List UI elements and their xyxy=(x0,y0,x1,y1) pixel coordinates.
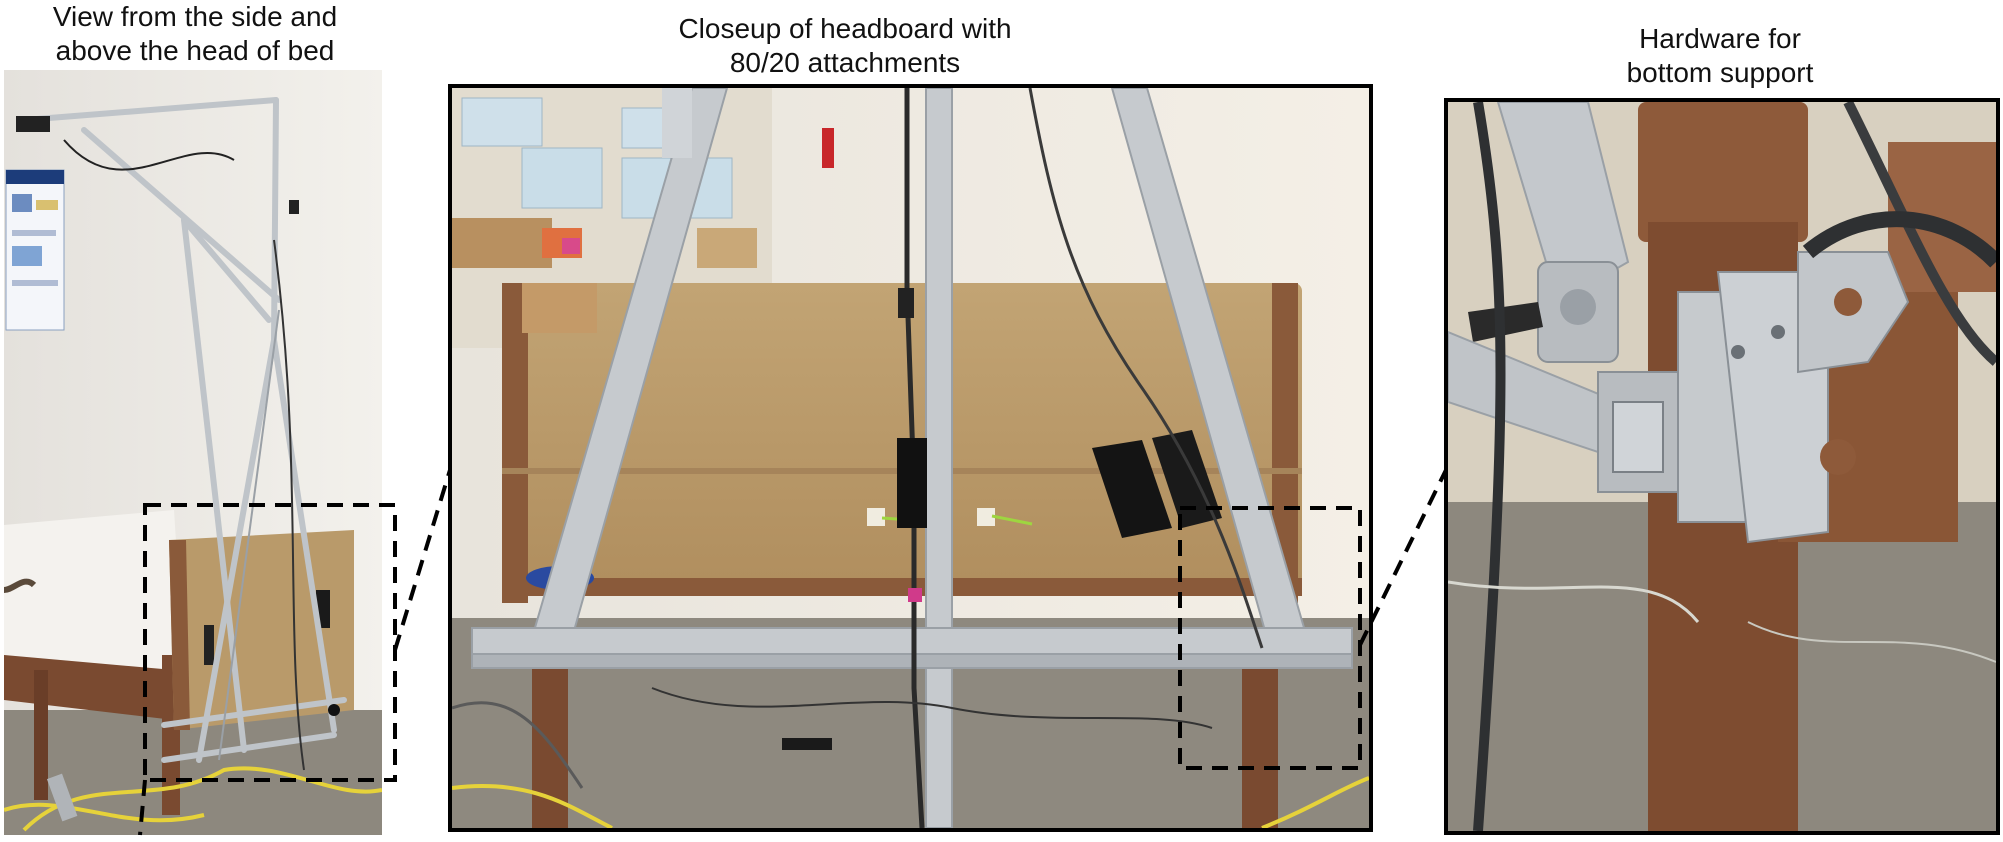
photo-headboard-closeup xyxy=(448,84,1373,832)
zoom-connector xyxy=(393,469,452,651)
caption-hardware: Hardware for bottom support xyxy=(1560,22,1880,90)
caption-line: 80/20 attachments xyxy=(729,47,961,78)
caption-line: bottom support xyxy=(1626,57,1814,88)
caption-line: Hardware for xyxy=(1639,23,1801,54)
photo-side-view xyxy=(4,70,382,835)
caption-line: above the head of bed xyxy=(55,35,335,66)
caption-side-view: View from the side and above the head of… xyxy=(30,0,360,68)
caption-line: Closeup of headboard with xyxy=(678,13,1012,44)
caption-headboard-closeup: Closeup of headboard with 80/20 attachme… xyxy=(620,12,1070,80)
photo-hardware xyxy=(1444,98,2000,835)
caption-line: View from the side and xyxy=(52,1,338,32)
